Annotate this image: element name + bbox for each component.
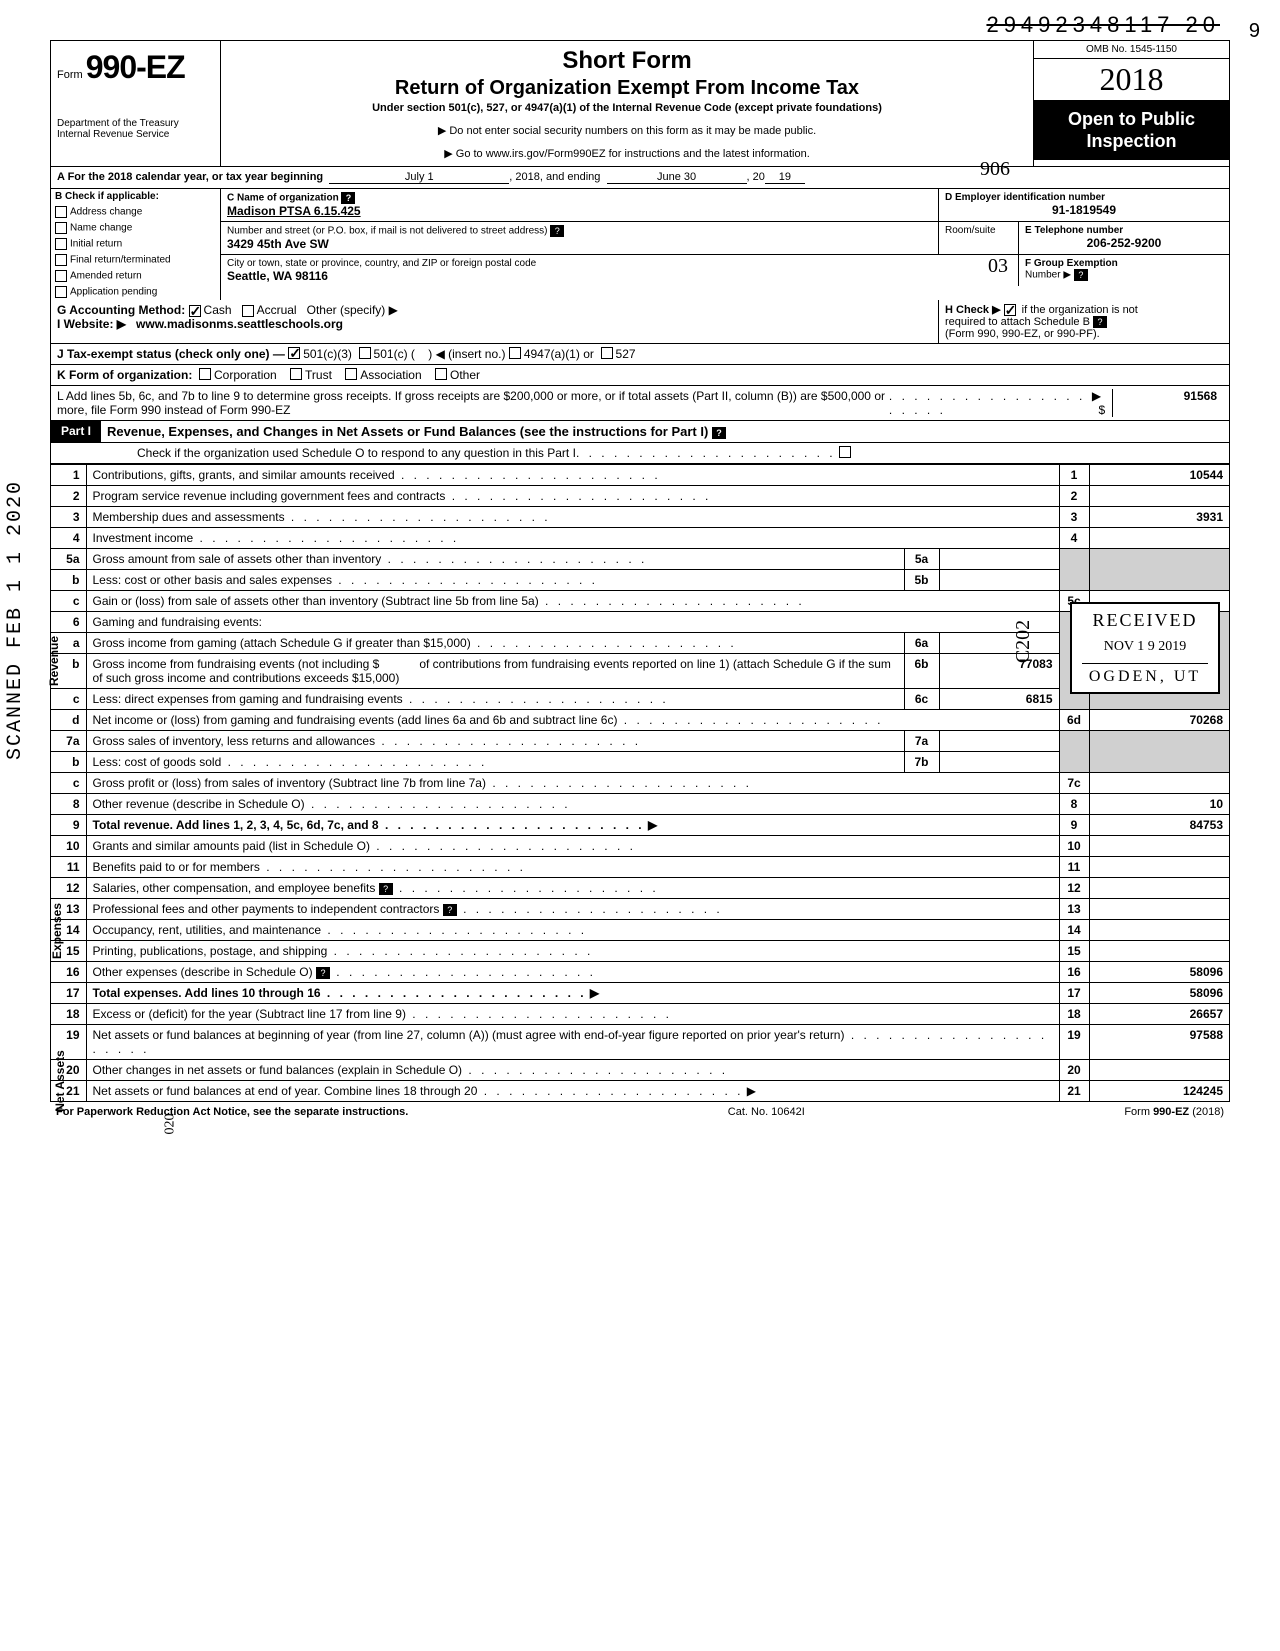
page-number: 9 <box>1249 20 1260 43</box>
line-l: L Add lines 5b, 6c, and 7b to line 9 to … <box>51 386 1229 421</box>
handwritten-c202: C202 <box>1012 620 1035 663</box>
website[interactable]: www.madisonms.seattleschools.org <box>136 317 343 331</box>
line-3-val[interactable]: 3931 <box>1089 507 1229 528</box>
line-6a-val[interactable] <box>939 633 1059 654</box>
help-icon[interactable]: ? <box>712 427 726 439</box>
check-corp[interactable] <box>199 368 211 380</box>
tax-year-suffix[interactable]: 19 <box>765 171 805 184</box>
line-18-val[interactable]: 26657 <box>1089 1004 1229 1025</box>
line-7c-val[interactable] <box>1089 773 1229 794</box>
side-revenue: Revenue <box>47 636 61 686</box>
line-j: J Tax-exempt status (check only one) — 5… <box>51 344 1229 365</box>
handwritten-906: 906 <box>980 158 1010 181</box>
received-stamp: RECEIVED NOV 1 9 2019 OGDEN, UT <box>1070 602 1220 694</box>
line-i: I Website: ▶ www.madisonms.seattleschool… <box>57 317 932 331</box>
part-i-check: Check if the organization used Schedule … <box>51 443 1229 464</box>
line-16-val[interactable]: 58096 <box>1089 962 1229 983</box>
line-17-val[interactable]: 58096 <box>1089 983 1229 1004</box>
main-title: Return of Organization Exempt From Incom… <box>229 77 1025 100</box>
short-form-title: Short Form <box>229 47 1025 75</box>
tax-year-end[interactable]: June 30 <box>607 171 747 184</box>
help-icon[interactable]: ? <box>379 883 393 895</box>
warning-1: ▶ Do not enter social security numbers o… <box>229 124 1025 137</box>
line-1-val[interactable]: 10544 <box>1089 465 1229 486</box>
side-netassets: Net Assets <box>53 1050 67 1112</box>
line-12-val[interactable] <box>1089 878 1229 899</box>
part-i-header: Part I Revenue, Expenses, and Changes in… <box>51 421 1229 443</box>
form-header: Form 990-EZ Department of the Treasury I… <box>51 41 1229 167</box>
line-20-val[interactable] <box>1089 1060 1229 1081</box>
check-address-change[interactable] <box>55 206 67 218</box>
line-14-val[interactable] <box>1089 920 1229 941</box>
check-name-change[interactable] <box>55 222 67 234</box>
check-accrual[interactable] <box>242 305 254 317</box>
line-g: G Accounting Method: Cash Accrual Other … <box>57 303 932 317</box>
line-k: K Form of organization: Corporation Trus… <box>51 365 1229 386</box>
help-icon[interactable]: ? <box>443 904 457 916</box>
check-trust[interactable] <box>290 368 302 380</box>
lines-table: 1Contributions, gifts, grants, and simil… <box>51 464 1229 1101</box>
open-inspection: Open to Public Inspection <box>1034 101 1229 160</box>
org-name[interactable]: Madison PTSA 6.15.425 <box>227 204 932 218</box>
check-schedule-b[interactable] <box>1004 304 1016 316</box>
street-address[interactable]: 3429 45th Ave SW <box>227 237 932 251</box>
check-amended[interactable] <box>55 270 67 282</box>
line-6c-val[interactable]: 6815 <box>939 689 1059 710</box>
check-cash[interactable] <box>189 305 201 317</box>
tax-year-begin[interactable]: July 1 <box>329 171 509 184</box>
handwritten-03: 03 <box>988 255 1008 278</box>
check-4947[interactable] <box>509 347 521 359</box>
handwritten-020: 020 <box>163 1114 179 1135</box>
line-4-val[interactable] <box>1089 528 1229 549</box>
check-schedule-o[interactable] <box>839 446 851 458</box>
warning-2: ▶ Go to www.irs.gov/Form990EZ for instru… <box>229 147 1025 160</box>
page-footer: For Paperwork Reduction Act Notice, see … <box>50 1102 1230 1122</box>
check-501c[interactable] <box>359 347 371 359</box>
help-icon[interactable]: ? <box>341 192 355 204</box>
check-initial-return[interactable] <box>55 238 67 250</box>
line-10-val[interactable] <box>1089 836 1229 857</box>
check-final-return[interactable] <box>55 254 67 266</box>
check-pending[interactable] <box>55 286 67 298</box>
gross-receipts[interactable]: 91568 <box>1112 389 1223 417</box>
check-527[interactable] <box>601 347 613 359</box>
line-h: H Check ▶ if the organization is not req… <box>939 300 1229 343</box>
line-6d-val[interactable]: 70268 <box>1089 710 1229 731</box>
form-number: Form 990-EZ <box>57 49 214 86</box>
help-icon[interactable]: ? <box>1093 316 1107 328</box>
check-501c3[interactable] <box>288 347 300 359</box>
box-b: B Check if applicable: Address change Na… <box>51 189 221 300</box>
line-7a-val[interactable] <box>939 731 1059 752</box>
subtitle: Under section 501(c), 527, or 4947(a)(1)… <box>229 102 1025 114</box>
help-icon[interactable]: ? <box>316 967 330 979</box>
line-21-val[interactable]: 124245 <box>1089 1081 1229 1102</box>
line-11-val[interactable] <box>1089 857 1229 878</box>
help-icon[interactable]: ? <box>1074 269 1088 281</box>
omb-number: OMB No. 1545-1150 <box>1034 41 1229 59</box>
line-15-val[interactable] <box>1089 941 1229 962</box>
city-state-zip[interactable]: Seattle, WA 98116 <box>227 269 1012 283</box>
line-6b-val[interactable]: 77083 <box>939 654 1059 689</box>
line-2-val[interactable] <box>1089 486 1229 507</box>
help-icon[interactable]: ? <box>550 225 564 237</box>
side-expenses: Expenses <box>50 903 64 959</box>
scanned-stamp: SCANNED FEB 1 1 2020 <box>4 480 27 760</box>
line-7b-val[interactable] <box>939 752 1059 773</box>
check-assoc[interactable] <box>345 368 357 380</box>
line-9-val[interactable]: 84753 <box>1089 815 1229 836</box>
line-8-val[interactable]: 10 <box>1089 794 1229 815</box>
dept-label: Department of the Treasury Internal Reve… <box>57 118 214 140</box>
line-a: A For the 2018 calendar year, or tax yea… <box>51 167 1229 189</box>
line-13-val[interactable] <box>1089 899 1229 920</box>
ein[interactable]: 91-1819549 <box>945 203 1223 217</box>
form-container: Form 990-EZ Department of the Treasury I… <box>50 40 1230 1102</box>
phone[interactable]: 206-252-9200 <box>1025 236 1223 250</box>
line-19-val[interactable]: 97588 <box>1089 1025 1229 1060</box>
line-5b-val[interactable] <box>939 570 1059 591</box>
header-stamp-number: 29492348117 20 <box>986 12 1220 38</box>
tax-year: 2018 <box>1034 59 1229 101</box>
line-5a-val[interactable] <box>939 549 1059 570</box>
check-other-org[interactable] <box>435 368 447 380</box>
